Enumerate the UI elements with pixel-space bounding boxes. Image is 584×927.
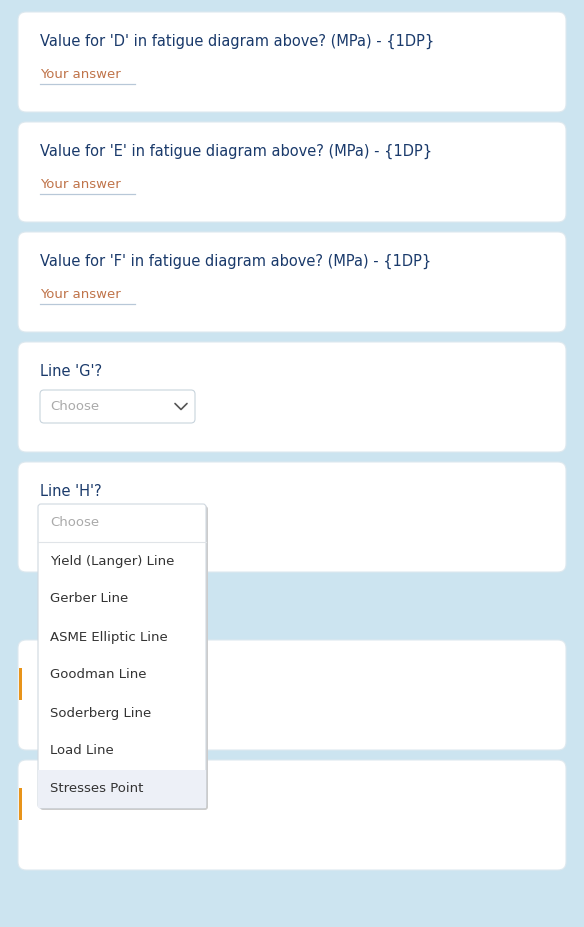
Text: Goodman Line: Goodman Line (50, 668, 147, 681)
Text: Choose: Choose (50, 516, 99, 529)
Text: Stresses Point: Stresses Point (50, 782, 144, 795)
Text: Value for 'E' in fatigue diagram above? (MPa) - {1DP}: Value for 'E' in fatigue diagram above? … (40, 144, 432, 159)
Text: Soderberg Line: Soderberg Line (50, 706, 151, 719)
FancyBboxPatch shape (38, 504, 206, 808)
FancyBboxPatch shape (18, 462, 566, 572)
Text: Your answer: Your answer (40, 288, 121, 301)
Bar (19, 668, 22, 700)
FancyBboxPatch shape (18, 342, 566, 452)
Text: ASME Elliptic Line: ASME Elliptic Line (50, 630, 168, 643)
FancyBboxPatch shape (18, 122, 566, 222)
FancyBboxPatch shape (18, 12, 566, 112)
FancyBboxPatch shape (18, 232, 566, 332)
Text: Line 'G'?: Line 'G'? (40, 364, 102, 379)
FancyBboxPatch shape (40, 506, 208, 810)
Text: Load Line: Load Line (50, 744, 114, 757)
Text: Value for 'D' in fatigue diagram above? (MPa) - {1DP}: Value for 'D' in fatigue diagram above? … (40, 34, 434, 49)
Text: Line 'H'?: Line 'H'? (40, 484, 102, 499)
Text: Your answer: Your answer (40, 68, 121, 81)
FancyBboxPatch shape (18, 640, 566, 750)
Text: Your answer: Your answer (40, 178, 121, 191)
Text: Gerber Line: Gerber Line (50, 592, 128, 605)
FancyBboxPatch shape (18, 760, 566, 870)
Text: Choose: Choose (50, 400, 99, 413)
Text: Value for 'F' in fatigue diagram above? (MPa) - {1DP}: Value for 'F' in fatigue diagram above? … (40, 254, 431, 269)
Bar (38, 770, 206, 808)
Text: Yield (Langer) Line: Yield (Langer) Line (50, 554, 175, 567)
FancyBboxPatch shape (40, 390, 195, 423)
Bar (19, 788, 22, 820)
